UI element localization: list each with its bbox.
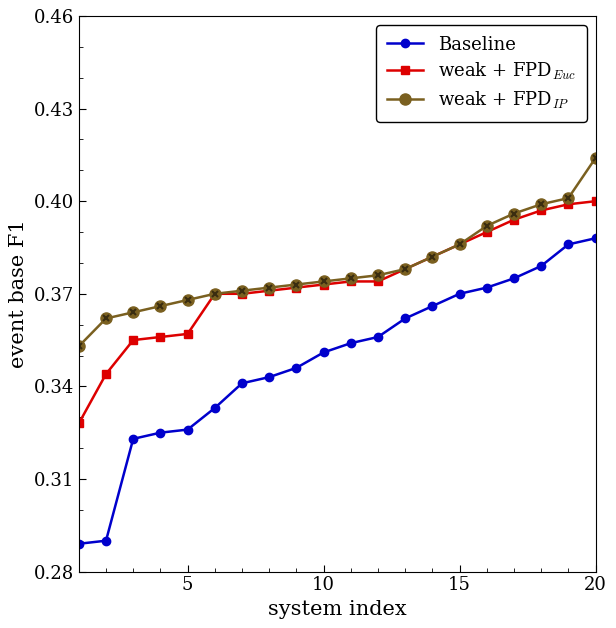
weak + FPD$_{IP}$ — [347, 274, 354, 282]
weak + FPD$_{IP}$ — [102, 315, 110, 322]
weak + FPD$_{IP}$ — [265, 284, 273, 291]
weak + FPD$_{Euc}$ — [75, 420, 83, 427]
Baseline — [102, 537, 110, 544]
weak + FPD$_{Euc}$ — [510, 216, 517, 224]
weak + FPD$_{Euc}$ — [265, 287, 273, 295]
Line: Baseline: Baseline — [75, 234, 600, 548]
weak + FPD$_{IP}$ — [565, 194, 572, 202]
Baseline — [347, 339, 354, 347]
Y-axis label: event base F1: event base F1 — [9, 219, 28, 368]
weak + FPD$_{IP}$ — [156, 302, 164, 310]
Baseline — [129, 435, 137, 443]
Baseline — [293, 364, 300, 372]
weak + FPD$_{Euc}$ — [293, 284, 300, 291]
Baseline — [156, 429, 164, 436]
Legend: Baseline, weak + FPD$_{Euc}$, weak + FPD$_{IP}$: Baseline, weak + FPD$_{Euc}$, weak + FPD… — [376, 25, 586, 122]
weak + FPD$_{IP}$ — [537, 200, 545, 208]
Line: weak + FPD$_{IP}$: weak + FPD$_{IP}$ — [73, 153, 601, 352]
Baseline — [483, 284, 490, 291]
weak + FPD$_{IP}$ — [429, 253, 436, 261]
Baseline — [375, 333, 382, 341]
weak + FPD$_{Euc}$ — [238, 290, 246, 298]
weak + FPD$_{Euc}$ — [402, 266, 409, 273]
weak + FPD$_{Euc}$ — [156, 333, 164, 341]
weak + FPD$_{Euc}$ — [184, 330, 192, 338]
weak + FPD$_{IP}$ — [211, 290, 219, 298]
weak + FPD$_{Euc}$ — [375, 278, 382, 285]
weak + FPD$_{Euc}$ — [456, 241, 463, 248]
weak + FPD$_{Euc}$ — [102, 371, 110, 378]
weak + FPD$_{IP}$ — [375, 271, 382, 279]
Baseline — [456, 290, 463, 298]
weak + FPD$_{IP}$ — [75, 342, 83, 350]
weak + FPD$_{Euc}$ — [429, 253, 436, 261]
Baseline — [537, 263, 545, 270]
weak + FPD$_{IP}$ — [293, 281, 300, 288]
Baseline — [184, 426, 192, 433]
weak + FPD$_{IP}$ — [483, 222, 490, 230]
weak + FPD$_{Euc}$ — [347, 278, 354, 285]
Baseline — [510, 274, 517, 282]
weak + FPD$_{IP}$ — [238, 287, 246, 295]
X-axis label: system index: system index — [268, 600, 407, 619]
Line: weak + FPD$_{Euc}$: weak + FPD$_{Euc}$ — [75, 197, 600, 428]
Baseline — [429, 302, 436, 310]
weak + FPD$_{IP}$ — [129, 308, 137, 316]
Baseline — [211, 404, 219, 412]
Baseline — [265, 374, 273, 381]
Baseline — [402, 315, 409, 322]
weak + FPD$_{Euc}$ — [537, 207, 545, 214]
weak + FPD$_{IP}$ — [510, 210, 517, 217]
weak + FPD$_{Euc}$ — [592, 197, 599, 205]
weak + FPD$_{IP}$ — [456, 241, 463, 248]
Baseline — [320, 349, 327, 356]
weak + FPD$_{Euc}$ — [320, 281, 327, 288]
weak + FPD$_{Euc}$ — [129, 337, 137, 344]
weak + FPD$_{Euc}$ — [211, 290, 219, 298]
weak + FPD$_{Euc}$ — [565, 200, 572, 208]
Baseline — [565, 241, 572, 248]
weak + FPD$_{IP}$ — [402, 266, 409, 273]
weak + FPD$_{IP}$ — [592, 154, 599, 162]
Baseline — [75, 540, 83, 548]
weak + FPD$_{Euc}$ — [483, 229, 490, 236]
Baseline — [592, 234, 599, 242]
weak + FPD$_{IP}$ — [184, 296, 192, 304]
weak + FPD$_{IP}$ — [320, 278, 327, 285]
Baseline — [238, 379, 246, 387]
